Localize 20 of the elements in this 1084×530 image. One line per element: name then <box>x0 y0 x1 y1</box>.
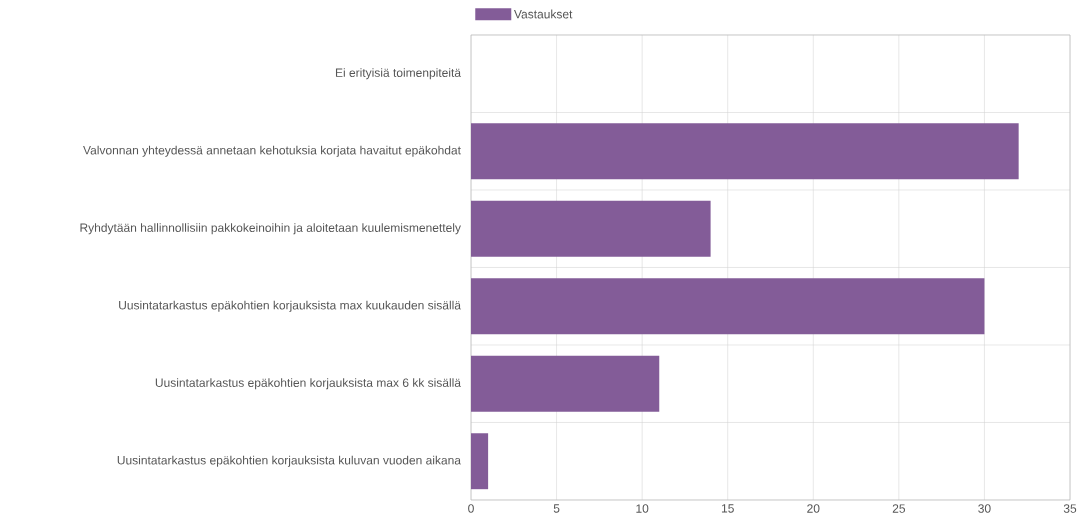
bar <box>471 278 985 335</box>
y-tick-label: Uusintatarkastus epäkohtien korjauksista max kuukauden sisällä <box>119 300 461 312</box>
legend-label: Vastaukset <box>514 9 573 19</box>
y-tick-label: Uusintatarkastus epäkohtien korjauksista max 6 kk sisällä <box>155 378 461 390</box>
x-tick-label: 20 <box>807 504 820 513</box>
bar <box>471 123 1019 180</box>
x-tick-label: 10 <box>636 504 649 513</box>
x-tick-label: 15 <box>721 504 734 513</box>
x-tick-label: 35 <box>1063 504 1077 513</box>
x-tick-label: 0 <box>468 504 474 513</box>
x-tick-label: 30 <box>978 504 991 513</box>
bar <box>471 433 489 490</box>
x-tick-label: 5 <box>553 504 560 513</box>
y-tick-label: Uusintatarkastus epäkohtien korjauksista kuluvan vuoden aikana <box>117 455 461 467</box>
bar <box>471 355 660 412</box>
bar <box>471 200 711 257</box>
x-tick-label: 25 <box>892 504 906 513</box>
y-tick-label: Ryhdytään hallinnollisiin pakkokeinoihin ja aloitetaan kuulemismenettely <box>80 223 461 235</box>
y-tick-label: Ei erityisiä toimenpiteitä <box>335 68 462 80</box>
y-tick-label: Valvonnan yhteydessä annetaan kehotuksia korjata havaitut epäkohdat <box>83 145 461 157</box>
